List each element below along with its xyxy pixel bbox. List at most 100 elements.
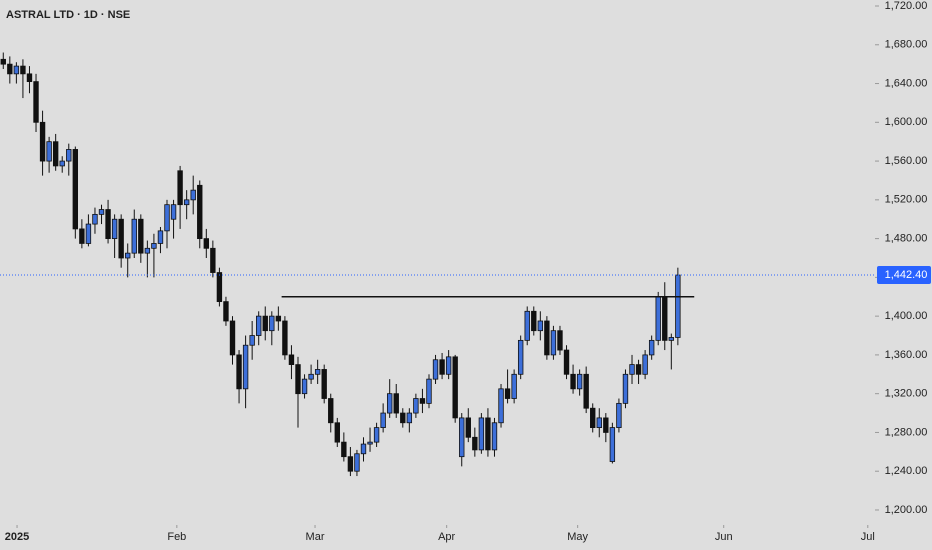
candle-body	[236, 354, 242, 390]
candle-body	[563, 349, 570, 375]
candle-body	[308, 373, 314, 380]
candle-body	[0, 58, 6, 65]
candle-body	[52, 141, 59, 167]
candle-body	[295, 364, 301, 395]
candle-body	[66, 149, 72, 162]
candle-body	[426, 378, 432, 404]
candle-body	[629, 364, 635, 375]
candle-body	[445, 356, 452, 375]
candle-body	[33, 81, 39, 123]
candle-body	[531, 310, 537, 332]
y-tick-label: 1,280.00	[885, 426, 928, 438]
candle-body	[419, 398, 426, 404]
candle-body	[98, 209, 105, 215]
candle-body	[635, 364, 642, 375]
candle-body	[406, 412, 413, 424]
candle-body	[242, 344, 249, 390]
candle-body	[439, 359, 445, 375]
candle-body	[177, 170, 183, 206]
candle-body	[504, 388, 511, 399]
candle-body	[197, 184, 203, 240]
x-tick-label: Jul	[861, 531, 875, 543]
candle-body	[216, 272, 223, 303]
candle-body	[256, 315, 262, 336]
candle-body	[7, 63, 13, 75]
candle-body	[125, 252, 131, 259]
candle-body	[26, 73, 33, 83]
candle-body	[478, 417, 485, 451]
candle-body	[13, 65, 20, 75]
last-price-label: 1,442.40	[885, 269, 928, 281]
candle-body	[262, 315, 268, 332]
candle-body	[465, 417, 471, 438]
y-tick-label: 1,320.00	[885, 388, 928, 400]
y-tick-label: 1,480.00	[885, 233, 928, 245]
y-tick-label: 1,520.00	[885, 194, 928, 206]
candle-body	[249, 335, 255, 346]
candle-body	[400, 412, 406, 424]
x-tick-label: Apr	[438, 531, 455, 543]
y-tick-label: 1,720.00	[885, 0, 928, 12]
candle-body	[334, 422, 340, 443]
candle-body	[157, 230, 164, 244]
y-tick-label: 1,560.00	[885, 155, 928, 167]
candle-body	[380, 412, 386, 428]
candle-body	[151, 243, 157, 249]
candle-body	[459, 417, 465, 458]
y-tick-label: 1,640.00	[885, 77, 928, 89]
candle-body	[472, 436, 478, 451]
candle-body	[675, 274, 681, 338]
x-tick-label: May	[567, 531, 588, 543]
candle-body	[570, 373, 576, 390]
chart-title: ASTRAL LTD · 1D · NSE	[6, 9, 130, 21]
candle-body	[603, 417, 609, 433]
candle-body	[609, 427, 616, 462]
candle-body	[269, 315, 275, 332]
candle-body	[328, 398, 334, 424]
candle-body	[668, 337, 675, 341]
x-tick-label: Jun	[715, 531, 733, 543]
candle-body	[386, 393, 393, 414]
candle-body	[301, 378, 308, 395]
candle-body	[59, 160, 65, 167]
x-tick-label: 2025	[5, 531, 29, 543]
candle-body	[452, 356, 458, 419]
candle-body	[537, 320, 544, 332]
y-tick-label: 1,200.00	[885, 504, 928, 516]
candle-body	[229, 320, 236, 356]
candle-body	[648, 339, 655, 356]
y-tick-label: 1,400.00	[885, 310, 928, 322]
candle-body	[144, 247, 151, 254]
candle-body	[432, 359, 439, 380]
candle-body	[72, 149, 79, 230]
candle-body	[576, 373, 583, 390]
candle-body	[105, 209, 111, 240]
candle-body	[642, 354, 648, 375]
candle-body	[183, 199, 190, 206]
candle-body	[491, 422, 498, 451]
candle-body	[616, 402, 622, 428]
candle-body	[354, 453, 360, 472]
candle-body	[347, 456, 354, 472]
x-tick-label: Mar	[306, 531, 325, 543]
x-tick-label: Feb	[167, 531, 186, 543]
y-tick-label: 1,360.00	[885, 349, 928, 361]
candle-body	[170, 204, 177, 220]
candle-body	[203, 238, 209, 249]
candle-body	[583, 373, 589, 409]
candle-body	[590, 407, 596, 428]
candle-body	[321, 369, 327, 399]
candle-body	[596, 417, 602, 428]
y-tick-label: 1,680.00	[885, 39, 928, 51]
candle-body	[131, 218, 137, 254]
candle-body	[341, 441, 347, 458]
candle-body	[544, 320, 550, 356]
candle-body	[655, 296, 661, 341]
candle-body	[288, 354, 295, 366]
candle-body	[622, 373, 629, 404]
y-tick-label: 1,600.00	[885, 116, 928, 128]
candle-body	[393, 393, 399, 414]
candle-body	[413, 398, 419, 414]
candle-body	[550, 330, 557, 356]
